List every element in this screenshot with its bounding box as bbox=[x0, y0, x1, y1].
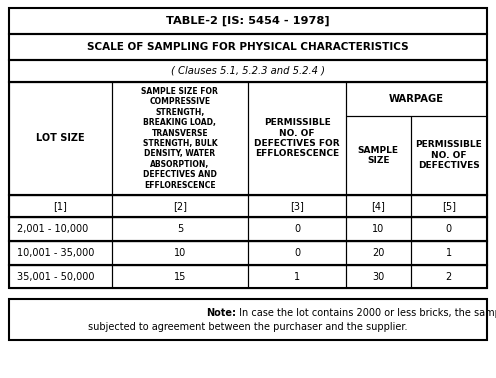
Text: 0: 0 bbox=[294, 248, 300, 258]
Text: SAMPLE
SIZE: SAMPLE SIZE bbox=[358, 146, 399, 165]
Text: 5: 5 bbox=[177, 224, 183, 234]
Text: SAMPLE SIZE FOR
COMPRESSIVE
STRENGTH,
BREAKING LOAD,
TRANSVERSE
STRENGTH, BULK
D: SAMPLE SIZE FOR COMPRESSIVE STRENGTH, BR… bbox=[141, 87, 218, 190]
Text: 35,001 - 50,000: 35,001 - 50,000 bbox=[17, 271, 95, 282]
Text: 2,001 - 10,000: 2,001 - 10,000 bbox=[17, 224, 88, 234]
Text: Note:: Note: bbox=[206, 308, 236, 318]
Text: 30: 30 bbox=[372, 271, 384, 282]
Text: PERMISSIBLE
NO. OF
DEFECTIVES FOR
EFFLORESCENCE: PERMISSIBLE NO. OF DEFECTIVES FOR EFFLOR… bbox=[254, 118, 340, 158]
Text: LOT SIZE: LOT SIZE bbox=[36, 133, 85, 143]
Text: 1: 1 bbox=[446, 248, 452, 258]
Text: PERMISSIBLE
NO. OF
DEFECTIVES: PERMISSIBLE NO. OF DEFECTIVES bbox=[416, 141, 482, 170]
Text: 0: 0 bbox=[294, 224, 300, 234]
Text: 15: 15 bbox=[174, 271, 186, 282]
Text: 10: 10 bbox=[372, 224, 384, 234]
Text: [3]: [3] bbox=[290, 201, 304, 211]
Text: SCALE OF SAMPLING FOR PHYSICAL CHARACTERISTICS: SCALE OF SAMPLING FOR PHYSICAL CHARACTER… bbox=[87, 42, 409, 52]
Text: 10,001 - 35,000: 10,001 - 35,000 bbox=[17, 248, 95, 258]
Text: 10: 10 bbox=[174, 248, 186, 258]
Text: 20: 20 bbox=[372, 248, 384, 258]
Text: [2]: [2] bbox=[173, 201, 187, 211]
Text: 1: 1 bbox=[294, 271, 300, 282]
Text: WARPAGE: WARPAGE bbox=[389, 94, 444, 104]
Text: subjected to agreement between the purchaser and the supplier.: subjected to agreement between the purch… bbox=[88, 322, 408, 332]
Text: [1]: [1] bbox=[54, 201, 67, 211]
Text: 2: 2 bbox=[446, 271, 452, 282]
Text: In case the lot contains 2000 or less bricks, the sampling shall be: In case the lot contains 2000 or less br… bbox=[236, 308, 496, 318]
Text: TABLE-2 [IS: 5454 - 1978]: TABLE-2 [IS: 5454 - 1978] bbox=[166, 16, 330, 26]
Text: [5]: [5] bbox=[442, 201, 456, 211]
Text: [4]: [4] bbox=[372, 201, 385, 211]
Text: ( Clauses 5.1, 5.2.3 and 5.2.4 ): ( Clauses 5.1, 5.2.3 and 5.2.4 ) bbox=[171, 66, 325, 76]
Text: 0: 0 bbox=[446, 224, 452, 234]
